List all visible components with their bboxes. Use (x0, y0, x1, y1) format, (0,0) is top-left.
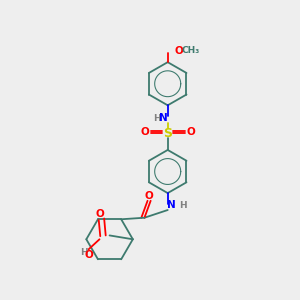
Text: O: O (187, 127, 195, 137)
Text: N: N (160, 113, 168, 123)
Text: O: O (84, 250, 93, 260)
Text: H: H (179, 201, 187, 210)
Text: O: O (95, 209, 104, 219)
Text: N: N (167, 200, 176, 210)
Text: O: O (174, 46, 183, 56)
Text: H: H (153, 114, 161, 123)
Text: O: O (140, 127, 149, 137)
Text: S: S (163, 127, 172, 140)
Text: CH₃: CH₃ (182, 46, 200, 55)
Text: O: O (145, 191, 154, 201)
Text: H: H (80, 248, 88, 257)
